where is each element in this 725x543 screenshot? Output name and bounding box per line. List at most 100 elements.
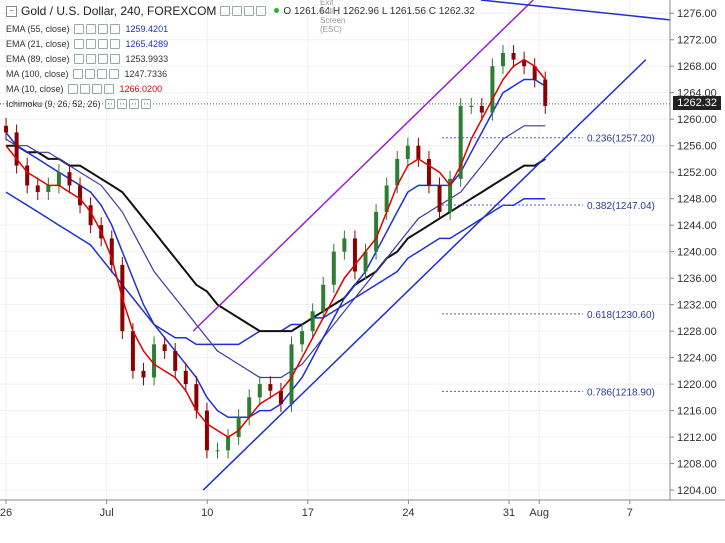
more-icon[interactable] <box>109 24 120 34</box>
legend-actions[interactable] <box>104 99 151 109</box>
more-icon[interactable] <box>140 99 151 109</box>
legend-item[interactable]: MA (10, close) 1266.0200 <box>6 84 162 94</box>
candle-body <box>458 105 463 179</box>
fib-label: 0.236(1257.20) <box>587 134 655 145</box>
y-tick-label: 1236.00 <box>677 273 717 285</box>
legend-actions[interactable] <box>67 84 114 94</box>
candle-body <box>331 251 336 285</box>
candle-body <box>363 251 368 272</box>
candle-body <box>130 331 135 371</box>
close-icon[interactable] <box>96 69 107 79</box>
eye-icon[interactable] <box>73 39 84 49</box>
close-icon[interactable] <box>97 39 108 49</box>
close-icon[interactable] <box>91 84 102 94</box>
candle-body <box>215 450 220 452</box>
close-icon[interactable] <box>128 99 139 109</box>
x-tick-label: Aug <box>529 507 549 519</box>
more-icon[interactable] <box>103 84 114 94</box>
legend-item[interactable]: EMA (55, close) 1259.4201 <box>6 24 168 34</box>
y-tick-label: 1204.00 <box>677 485 717 497</box>
legend-label: MA (100, close) <box>6 69 69 79</box>
settings-icon[interactable] <box>232 6 243 16</box>
candle-body <box>88 205 93 226</box>
sma10-line <box>5 58 546 438</box>
legend-value: 1265.4289 <box>125 39 169 49</box>
candle-body <box>543 79 548 106</box>
x-tick-label: 26 <box>0 507 12 519</box>
y-tick-label: 1268.00 <box>677 61 717 73</box>
ema21-line <box>5 78 546 418</box>
close-icon[interactable] <box>97 54 108 64</box>
candle-body <box>173 350 178 371</box>
candle-body <box>257 384 262 398</box>
eye-icon[interactable] <box>72 69 83 79</box>
collapse-toggle-icon[interactable]: − <box>6 5 17 17</box>
settings-icon[interactable] <box>85 24 96 34</box>
ema89-line <box>6 144 546 333</box>
legend-item[interactable]: EMA (89, close) 1253.9933 <box>6 54 168 64</box>
x-tick-label: 31 <box>503 507 515 519</box>
eye-icon[interactable] <box>220 6 231 16</box>
candle-body <box>268 384 273 391</box>
y-tick-label: 1240.00 <box>677 247 717 259</box>
candle-body <box>522 59 527 67</box>
candle-body <box>395 158 400 186</box>
more-icon[interactable] <box>108 69 119 79</box>
candle-body <box>321 284 326 312</box>
candle-body <box>152 344 157 378</box>
legend-label: MA (10, close) <box>6 84 64 94</box>
close-icon[interactable] <box>244 6 255 16</box>
legend-actions[interactable] <box>72 69 119 79</box>
candle-body <box>278 390 283 404</box>
trendline <box>202 59 647 491</box>
y-tick-label: 1228.00 <box>677 326 717 338</box>
more-icon[interactable] <box>109 39 120 49</box>
y-tick-label: 1256.00 <box>677 141 717 153</box>
candle-body <box>14 132 19 166</box>
legend-item[interactable]: MA (100, close) 1247.7336 <box>6 69 167 79</box>
settings-icon[interactable] <box>79 84 90 94</box>
eye-icon[interactable] <box>73 54 84 64</box>
last-price-tag: 1262.32 <box>673 95 721 110</box>
legend-actions[interactable] <box>73 54 120 64</box>
candle-body <box>490 66 495 113</box>
exit-full-screen[interactable]: Exit Full Screen (ESC) <box>320 0 346 34</box>
legend-item[interactable]: EMA (21, close) 1265.4289 <box>6 39 168 49</box>
candle-body <box>448 178 453 212</box>
legend-actions[interactable] <box>73 24 120 34</box>
y-tick-label: 1220.00 <box>677 379 717 391</box>
symbol-actions[interactable] <box>220 6 267 16</box>
eye-icon[interactable] <box>73 24 84 34</box>
candle-body <box>194 384 199 411</box>
more-icon[interactable] <box>256 6 267 16</box>
candle-body <box>352 238 357 272</box>
y-tick-label: 1260.00 <box>677 114 717 126</box>
close-icon[interactable] <box>97 24 108 34</box>
ma100-line <box>5 191 546 346</box>
candle-body <box>500 52 505 67</box>
candle-body <box>141 370 146 378</box>
y-tick-label: 1212.00 <box>677 432 717 444</box>
series-group <box>4 45 548 459</box>
fib-label: 0.382(1247.04) <box>587 201 655 212</box>
ohlc-readout: O 1261.64 H 1262.96 L 1261.56 C 1262.32 <box>274 6 475 17</box>
eye-icon[interactable] <box>104 99 115 109</box>
legend-actions[interactable] <box>73 39 120 49</box>
fib-label: 0.786(1218.90) <box>587 387 655 398</box>
eye-icon[interactable] <box>67 84 78 94</box>
candle-body <box>426 158 431 186</box>
settings-icon[interactable] <box>84 69 95 79</box>
settings-icon[interactable] <box>85 39 96 49</box>
candle-body <box>374 211 379 252</box>
more-icon[interactable] <box>109 54 120 64</box>
legend-label: EMA (55, close) <box>6 24 70 34</box>
legend-item[interactable]: Ichimoku (9, 26, 52, 26) <box>6 99 151 109</box>
candle-body <box>35 185 40 193</box>
overlay-group: 0.236(1257.20) 0.382(1247.04) 0.618(1230.6… <box>0 0 671 491</box>
x-tick-label: 10 <box>201 507 213 519</box>
candle-body <box>25 165 30 186</box>
settings-icon[interactable] <box>116 99 127 109</box>
candle-body <box>226 437 231 451</box>
settings-icon[interactable] <box>85 54 96 64</box>
